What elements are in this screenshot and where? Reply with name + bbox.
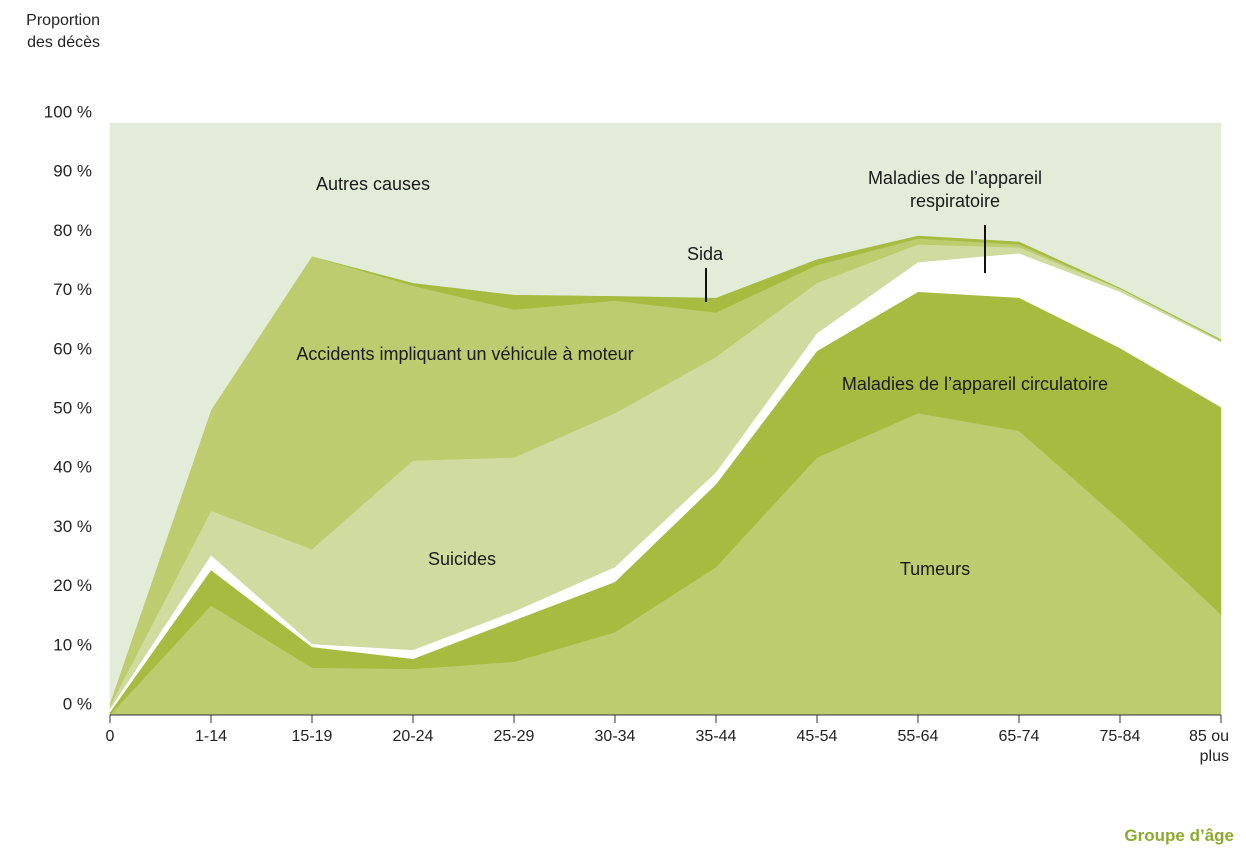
x-tick-label: 45-54 [796,728,838,745]
x-tick-label: 0 [105,728,115,745]
y-tick-label: 50 % [53,398,92,417]
x-tick-label: 75-84 [1099,728,1141,745]
y-tick-label: 70 % [53,280,92,299]
x-tick-label: 35-44 [695,728,737,745]
x-tick-label: 65-74 [998,728,1040,745]
series-label: Autres causes [316,174,430,194]
y-tick-label: 60 % [53,339,92,358]
x-tick-label: 85 ou plus [1188,728,1229,765]
series-label: Maladies de l’appareil circulatoire [842,374,1108,394]
y-tick-label: 90 % [53,162,92,181]
series-label: Tumeurs [900,559,970,579]
series-label: Accidents impliquant un véhicule à moteu… [296,344,633,364]
y-axis-label: Proportion des décès [26,12,100,51]
y-tick-label: 0 % [63,694,92,713]
series-label-box: Maladies de l’appareil respiratoire [867,168,1043,211]
series-label: Sida [687,244,724,264]
series-label: Maladies de l’appareil respiratoire [867,168,1043,211]
y-tick-label: 10 % [53,635,92,654]
x-tick-label: 30-34 [594,728,636,745]
series-label: Suicides [428,549,496,569]
y-tick-label: 80 % [53,221,92,240]
area [109,122,1222,704]
x-tick-label: 20-24 [392,728,434,745]
x-tick-label: 55-64 [897,728,939,745]
y-tick-label: 40 % [53,458,92,477]
y-tick-label: 30 % [53,517,92,536]
x-axis-label: Groupe d’âge [1124,826,1234,845]
x-tick-label: 25-29 [493,728,535,745]
x-tick-label: 15-19 [291,728,333,745]
y-tick-label: 100 % [44,102,92,121]
y-tick-label: 20 % [53,576,92,595]
x-tick-label: 1-14 [194,728,228,745]
